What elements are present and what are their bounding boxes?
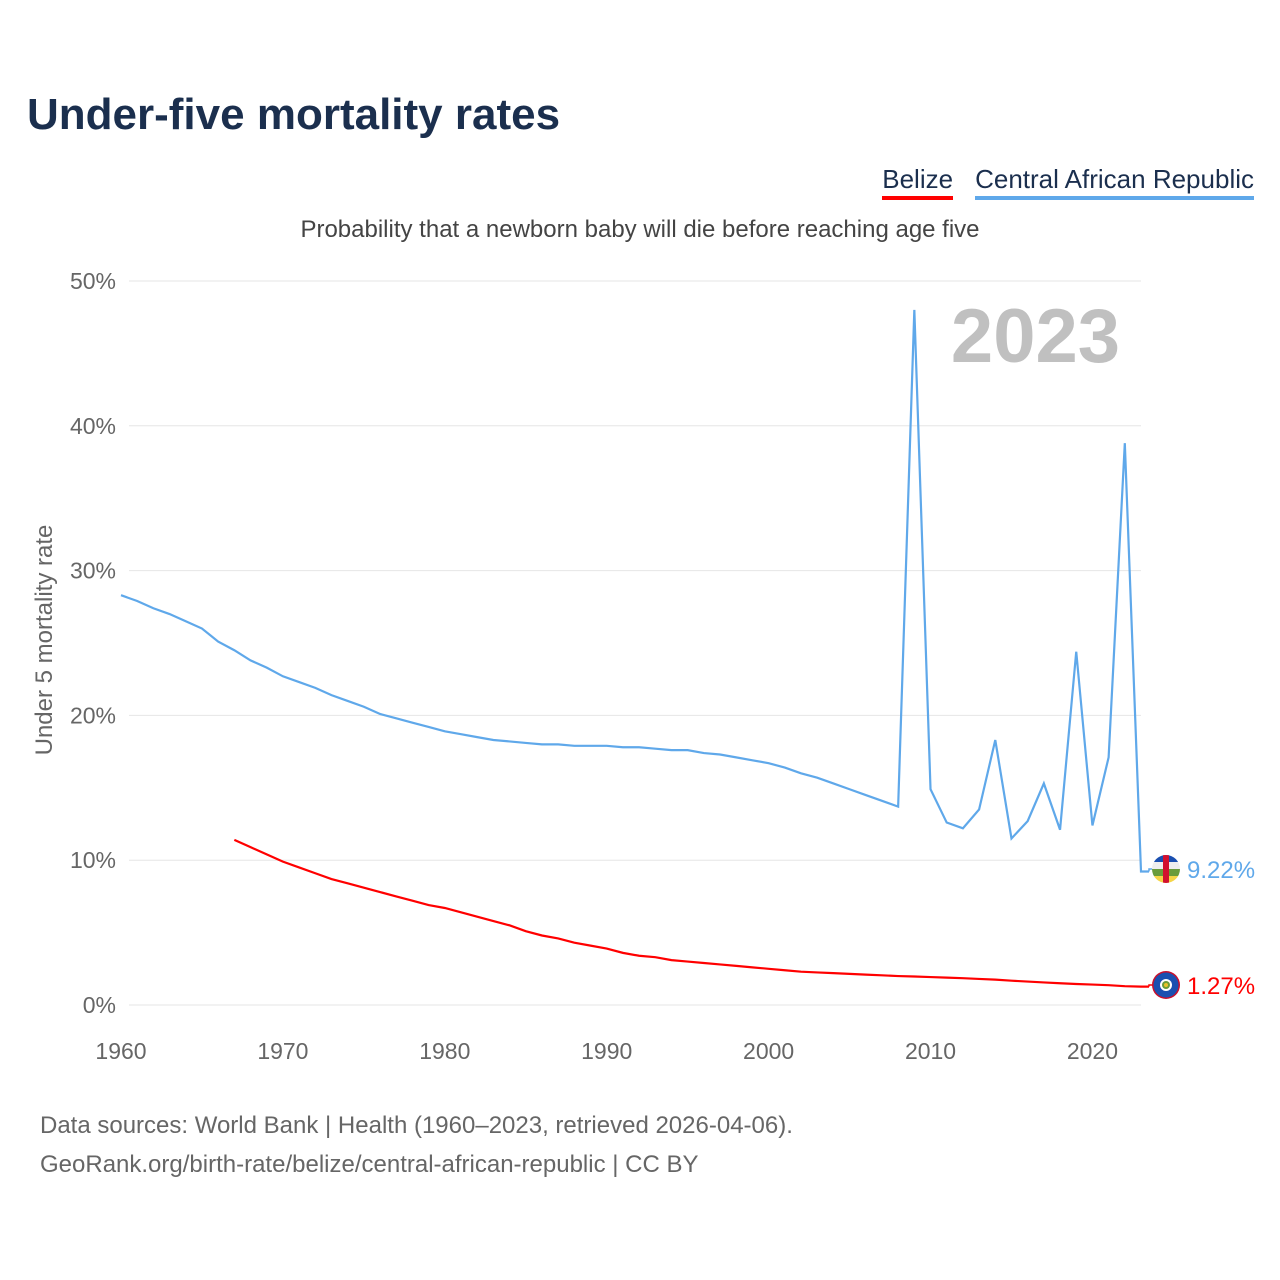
series-line-belize <box>233 838 1149 988</box>
chart-subtitle: Probability that a newborn baby will die… <box>300 216 980 243</box>
end-value-label: 9.22% <box>1187 857 1255 884</box>
x-tick-label: 2010 <box>905 1038 956 1064</box>
y-axis-label: Under 5 mortality rate <box>31 525 58 756</box>
x-tick-label: 2020 <box>1067 1038 1118 1064</box>
legend-item-belize[interactable]: Belize <box>882 164 954 200</box>
y-tick-label: 0% <box>83 992 116 1018</box>
footer-link[interactable]: GeoRank.org/birth-rate/belize/central-af… <box>40 1151 699 1178</box>
x-tick-label: 1960 <box>95 1038 146 1064</box>
line-chart: 2023 Under 5 mortality rate 0% 10% 20% 30% 4… <box>31 268 1255 1064</box>
footer: Data sources: World Bank | Health (1960–… <box>40 1106 793 1184</box>
y-tick-label: 30% <box>70 558 116 584</box>
x-tick-label: 1990 <box>581 1038 632 1064</box>
legend-item-car[interactable]: Central African Republic <box>975 164 1254 200</box>
x-tick-label: 2000 <box>743 1038 794 1064</box>
footer-sources: Data sources: World Bank | Health (1960–… <box>40 1112 793 1139</box>
end-value-label: 1.27% <box>1187 973 1255 1000</box>
chart-title: Under-five mortality rates <box>27 90 561 139</box>
y-tick-label: 40% <box>70 413 116 439</box>
belize-flag-icon <box>1152 971 1180 999</box>
year-watermark: 2023 <box>951 294 1120 379</box>
y-tick-label: 50% <box>70 268 116 294</box>
y-tick-label: 10% <box>70 847 116 873</box>
series-line-car <box>120 309 1149 873</box>
legend: Belize Central African Republic <box>882 164 1254 200</box>
x-tick-label: 1980 <box>419 1038 470 1064</box>
car-flag-icon <box>1152 855 1180 883</box>
y-tick-label: 20% <box>70 702 116 728</box>
x-tick-label: 1970 <box>257 1038 308 1064</box>
